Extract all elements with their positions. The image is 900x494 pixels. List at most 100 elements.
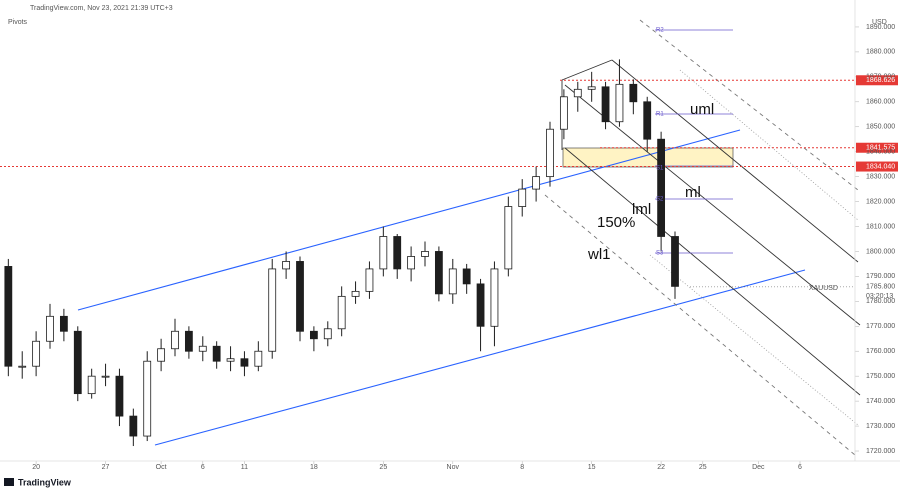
pitchfork-outer — [639, 19, 859, 191]
level-label-box — [856, 161, 898, 172]
y-tick-label: 1790.000 — [866, 273, 895, 280]
y-tick-label: 1770.000 — [866, 323, 895, 330]
candle-body — [309, 330, 318, 340]
candle-body — [323, 328, 332, 340]
channel-upper — [77, 129, 741, 311]
level-label: 1834.040 — [866, 163, 895, 170]
pivot-label: R2 — [656, 28, 664, 34]
pitchfork-handle — [561, 59, 613, 81]
logo: TradingView — [18, 477, 72, 487]
x-tick-label: 25 — [379, 464, 387, 471]
candle-body — [601, 86, 610, 123]
annotation: uml — [690, 101, 714, 118]
last-price-label: 1785.800 — [866, 284, 895, 291]
annotation: ml — [685, 184, 701, 201]
x-tick-label: Dec — [752, 464, 765, 471]
candle-body — [18, 365, 27, 368]
candle-body — [657, 138, 666, 237]
channel-lower — [154, 269, 806, 446]
y-tick-label: 1880.000 — [866, 49, 895, 56]
candle-body — [615, 83, 624, 123]
candle-body — [532, 176, 541, 190]
candles — [4, 59, 679, 447]
candle-body — [129, 415, 138, 437]
candle-body — [73, 330, 82, 395]
y-tick-label: 1890.000 — [866, 24, 895, 31]
candle-body — [351, 290, 360, 297]
candle-body — [671, 236, 679, 287]
y-tick-label: 1810.000 — [866, 223, 895, 230]
candle-body — [212, 345, 221, 362]
y-tick-label: 1730.000 — [866, 423, 895, 430]
y-tick-label: 1740.000 — [866, 398, 895, 405]
y-tick-label: 1780.000 — [866, 298, 895, 305]
annotation: wl1 — [587, 246, 611, 263]
level-label-box — [856, 75, 898, 86]
candle-body — [518, 188, 527, 207]
candle-body — [59, 315, 68, 332]
x-tick-label: 15 — [588, 464, 596, 471]
currency: USD — [872, 19, 887, 26]
logo-icon — [4, 478, 14, 486]
candle-body — [143, 360, 152, 437]
y-tick-label: 1860.000 — [866, 99, 895, 106]
y-tick-label: 1720.000 — [866, 448, 895, 455]
candle-body — [115, 375, 124, 417]
pitchfork-uml — [611, 59, 859, 263]
candle-body — [587, 86, 596, 90]
candle-body — [101, 375, 110, 378]
y-tick-label: 1750.000 — [866, 373, 895, 380]
x-tick-label: 8 — [520, 464, 524, 471]
candle-body — [32, 340, 41, 367]
y-tick-label: 1840.000 — [866, 149, 895, 156]
countdown: 03:20:13 — [866, 293, 893, 300]
pivot-label: R1 — [656, 112, 664, 118]
candle-body — [4, 266, 13, 367]
candle-body — [268, 268, 277, 352]
candle-body — [157, 348, 166, 362]
candle-body — [462, 268, 471, 285]
candle-body — [490, 268, 499, 327]
pitchfork-ml — [564, 84, 861, 326]
candle-body — [393, 236, 402, 270]
candle-body — [643, 101, 652, 140]
x-tick-label: 6 — [798, 464, 802, 471]
candle-body — [629, 83, 638, 103]
highlight-zone — [562, 147, 734, 168]
annotation: 150% — [597, 214, 635, 231]
source: TradingView.com, Nov 23, 2021 21:39 UTC+… — [30, 5, 173, 12]
y-tick-label: 1760.000 — [866, 348, 895, 355]
candle-body — [226, 358, 235, 362]
candle-body — [198, 345, 207, 352]
indicator: Pivots — [8, 19, 28, 26]
candle-body — [46, 315, 54, 342]
candle-body — [254, 350, 263, 367]
y-tick-label: 1850.000 — [866, 124, 895, 131]
x-tick-label: 22 — [657, 464, 665, 471]
pitchfork-wl1 — [544, 194, 856, 456]
candle-body — [559, 96, 568, 130]
x-tick-label: Oct — [156, 464, 167, 471]
candle-body — [171, 330, 179, 350]
candle-body — [448, 268, 457, 295]
candle-body — [434, 251, 443, 295]
x-tick-label: 11 — [241, 464, 248, 471]
y-tick-label: 1830.000 — [866, 173, 895, 180]
pivot-label: S2 — [656, 197, 664, 203]
y-tick-label: 1870.000 — [866, 74, 895, 81]
candle-body — [407, 256, 416, 270]
pitchfork-lml — [564, 147, 861, 396]
candle-body — [240, 358, 249, 367]
levels — [0, 75, 898, 288]
x-tick-label: 18 — [310, 464, 318, 471]
level-label: 1868.626 — [866, 77, 895, 84]
candle-body — [476, 283, 485, 327]
pivot-label: S1 — [656, 166, 664, 172]
x-tick-label: 25 — [699, 464, 707, 471]
candle-body — [379, 236, 388, 270]
x-tick-label: Nov — [447, 464, 460, 471]
y-tick-label: 1800.000 — [866, 248, 895, 255]
candle-body — [296, 261, 304, 332]
candle-body — [365, 268, 374, 292]
